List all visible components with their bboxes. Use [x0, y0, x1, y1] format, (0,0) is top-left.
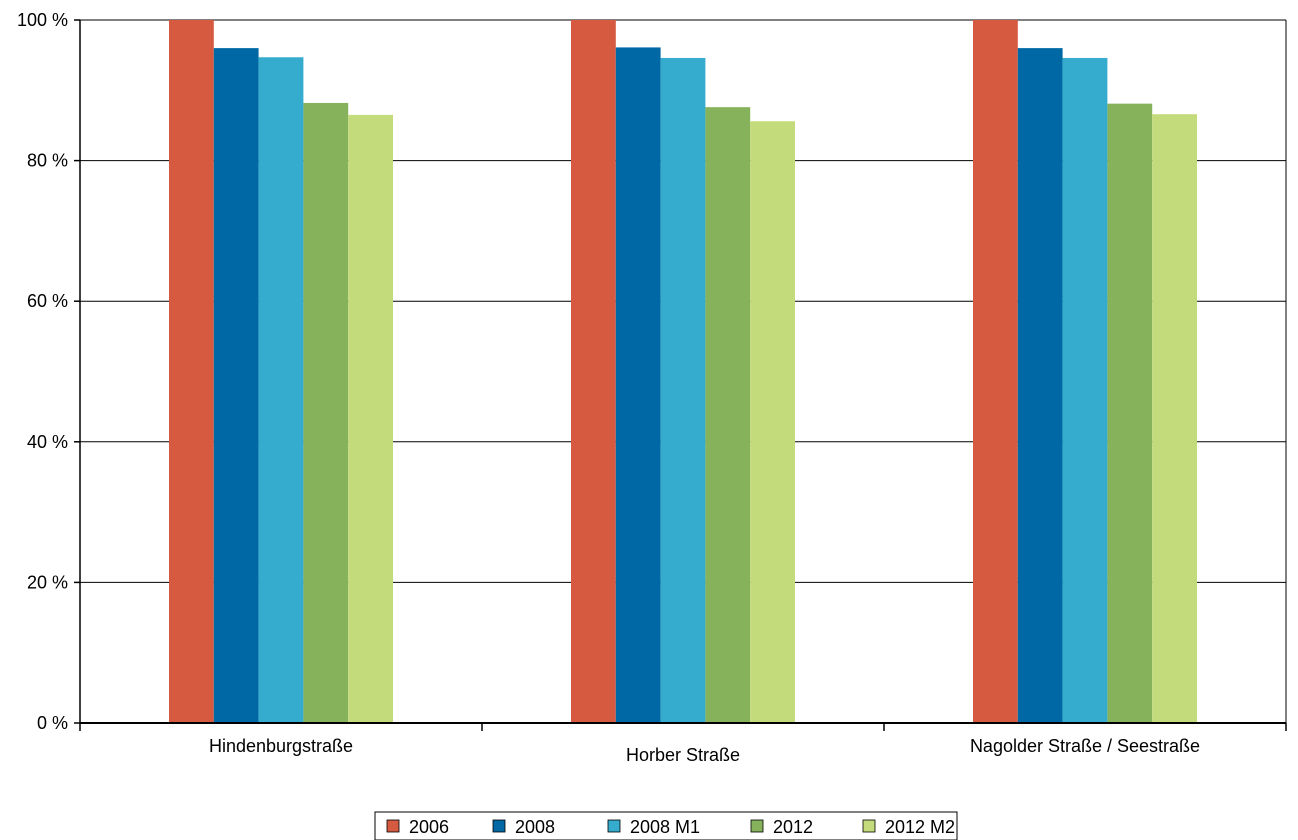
legend-label: 2008	[515, 817, 555, 837]
bar	[1062, 57, 1108, 724]
bar	[973, 20, 1018, 723]
legend-swatch	[607, 819, 621, 833]
y-tick-label: 60 %	[27, 291, 68, 311]
legend-swatch	[492, 819, 506, 833]
x-category-label: Nagolder Straße / Seestraße	[970, 736, 1200, 756]
legend-swatch	[862, 819, 876, 833]
bar	[303, 102, 349, 724]
y-tick-label: 40 %	[27, 432, 68, 452]
legend-swatch	[386, 819, 400, 833]
x-category-label: Hindenburgstraße	[209, 736, 353, 756]
legend-swatch	[750, 819, 764, 833]
legend-label: 2012	[773, 817, 813, 837]
bar	[348, 114, 393, 723]
bar	[1152, 114, 1197, 723]
legend-box	[374, 811, 958, 840]
bar	[615, 47, 661, 724]
y-axis-tick-labels: 0 % 20 % 40 % 60 % 80 % 100 %	[17, 10, 68, 733]
y-tick-label: 0 %	[37, 713, 68, 733]
legend: 2006 2008 2008 M1 2012 2012 M2	[374, 811, 958, 840]
y-tick-label: 100 %	[17, 10, 68, 30]
bar	[213, 48, 259, 724]
bar	[705, 107, 751, 723]
y-tick-label: 80 %	[27, 151, 68, 171]
bar	[571, 20, 616, 723]
legend-label: 2008 M1	[630, 817, 700, 837]
bar	[1017, 48, 1063, 724]
y-tick-label: 20 %	[27, 572, 68, 592]
axes	[74, 19, 1287, 731]
bar	[169, 20, 214, 723]
x-category-label: Horber Straße	[626, 745, 740, 765]
bar	[750, 121, 795, 724]
legend-label: 2006	[409, 817, 449, 837]
x-axis-category-labels: Hindenburgstraße Horber Straße Nagolder St…	[209, 736, 1200, 765]
bar	[660, 57, 706, 724]
legend-label: 2012 M2	[885, 817, 955, 837]
bars	[169, 20, 1197, 724]
bar	[258, 57, 304, 724]
bar	[1107, 103, 1153, 724]
